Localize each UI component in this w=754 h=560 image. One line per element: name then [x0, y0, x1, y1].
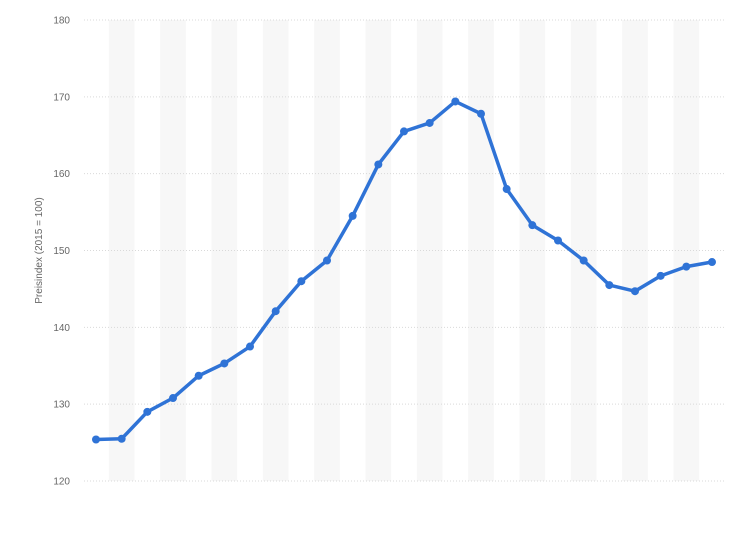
background-band	[673, 20, 700, 481]
y-tick-label: 150	[53, 246, 70, 257]
series-group	[92, 97, 716, 444]
data-point[interactable]	[400, 127, 408, 136]
data-point[interactable]	[631, 287, 639, 296]
background-band	[211, 20, 238, 481]
data-point[interactable]	[425, 118, 434, 127]
data-point[interactable]	[451, 97, 460, 106]
data-point[interactable]	[605, 281, 614, 290]
data-point[interactable]	[143, 407, 152, 416]
data-point[interactable]	[194, 371, 203, 380]
data-point[interactable]	[169, 394, 177, 403]
data-point[interactable]	[246, 342, 254, 351]
series-line	[94, 99, 714, 442]
data-point[interactable]	[323, 256, 331, 265]
data-point[interactable]	[502, 185, 511, 194]
y-axis-ticks: 120 130 140 150 160 170 180	[53, 16, 70, 488]
data-point[interactable]	[656, 271, 665, 280]
background-band	[570, 20, 597, 481]
data-point[interactable]	[92, 435, 100, 444]
data-point[interactable]	[528, 221, 537, 230]
y-tick-label: 140	[53, 323, 70, 334]
data-point[interactable]	[117, 434, 126, 443]
data-point[interactable]	[220, 359, 229, 368]
data-point[interactable]	[374, 160, 383, 169]
y-axis-title: Preisindex (2015 = 100)	[34, 197, 45, 303]
background-band	[262, 20, 289, 481]
data-point[interactable]	[554, 236, 562, 245]
data-point[interactable]	[297, 277, 306, 286]
data-point[interactable]	[708, 258, 716, 267]
data-point[interactable]	[682, 262, 691, 271]
background-band	[622, 20, 648, 481]
data-point[interactable]	[477, 109, 485, 118]
y-tick-label: 180	[53, 16, 70, 27]
y-tick-label: 170	[53, 92, 70, 103]
background-band	[519, 20, 546, 481]
y-tick-label: 160	[53, 169, 70, 180]
y-tick-label: 120	[53, 477, 70, 488]
data-point[interactable]	[271, 307, 280, 316]
data-point[interactable]	[579, 256, 588, 265]
background-bands	[108, 20, 700, 481]
data-point[interactable]	[348, 211, 357, 220]
background-band	[108, 20, 135, 481]
y-tick-label: 130	[53, 400, 70, 411]
background-band	[160, 20, 186, 481]
